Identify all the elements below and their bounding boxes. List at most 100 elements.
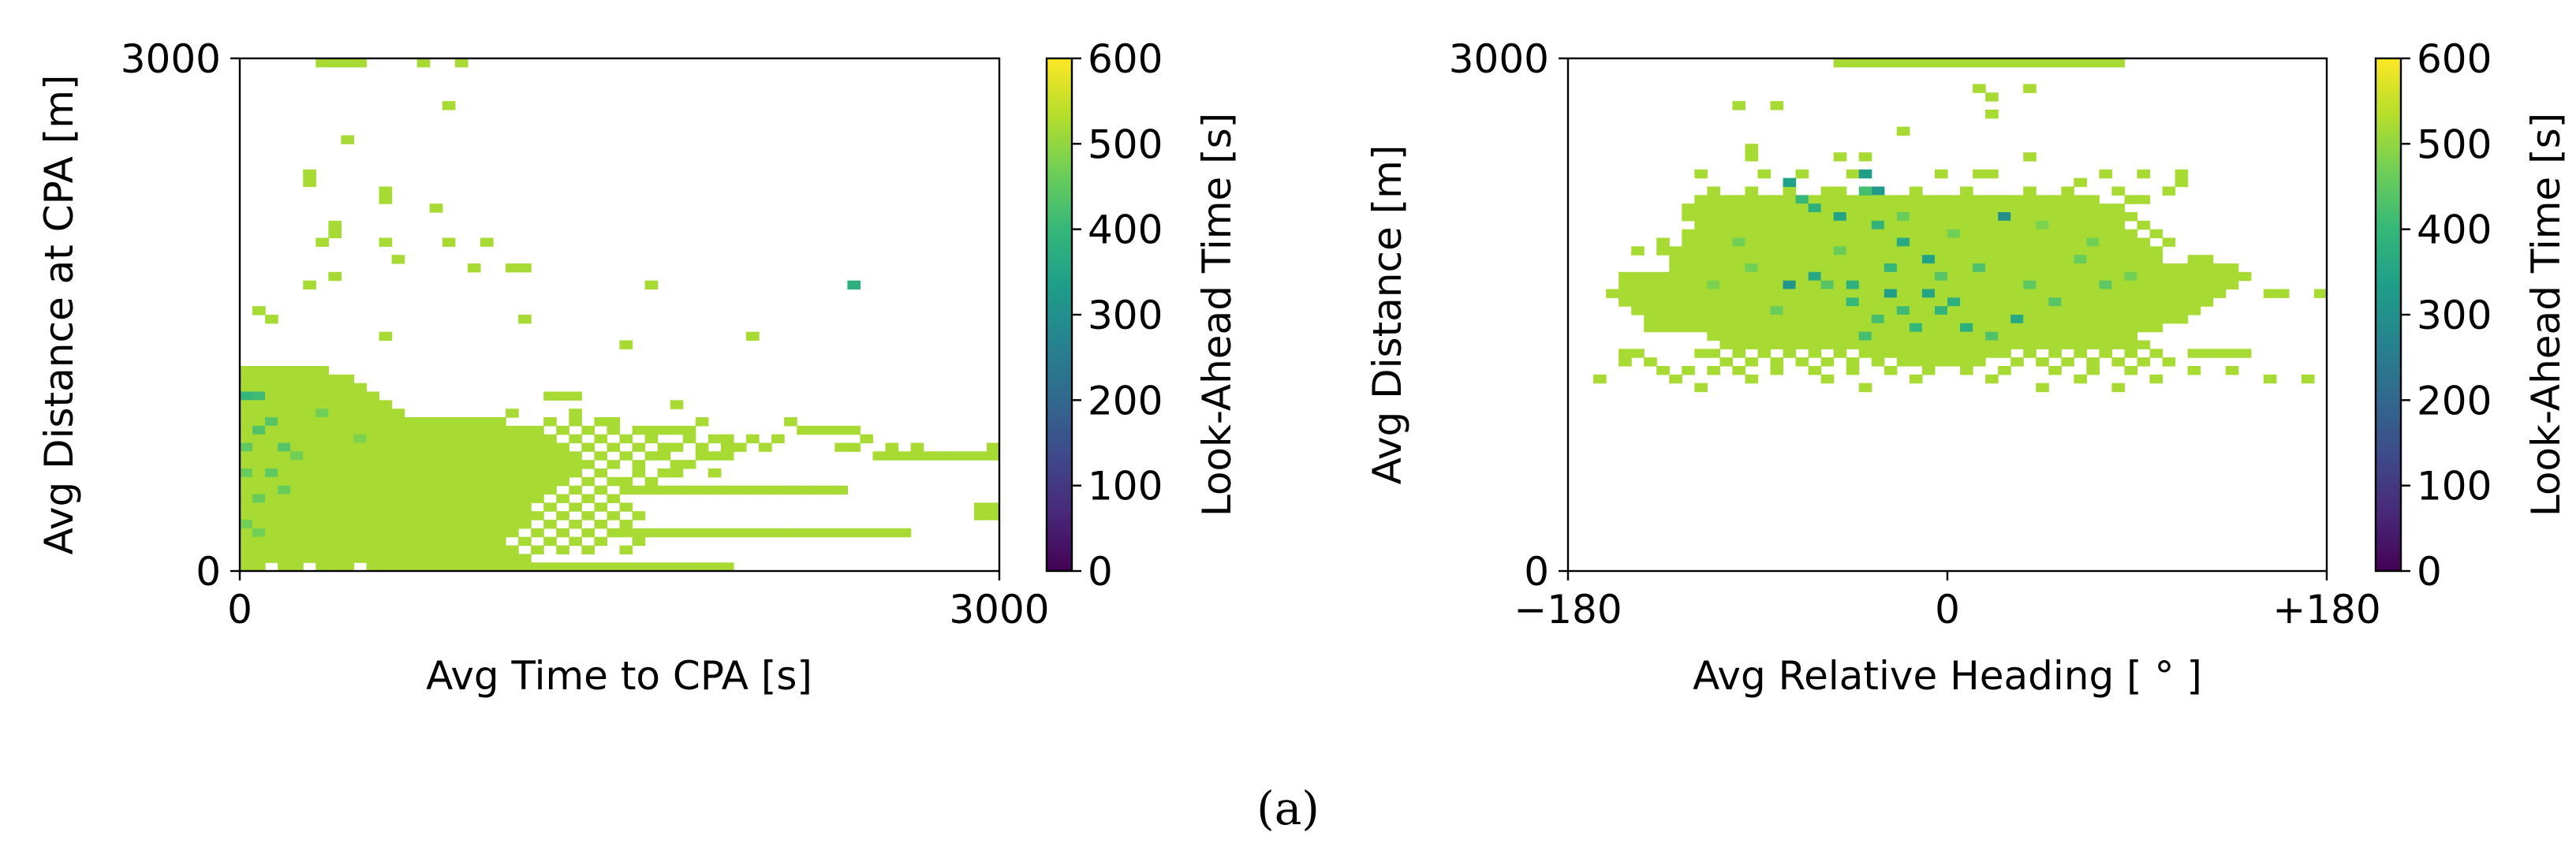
heatmap-cell [1921, 263, 1936, 273]
heatmap-cell [366, 442, 380, 452]
heatmap-cell [2175, 271, 2189, 282]
heatmap-cell [1858, 255, 1872, 264]
heatmap-cell [290, 442, 304, 452]
heatmap-cell [1820, 229, 1835, 239]
heatmap-cell [315, 476, 329, 487]
heatmap-cell [1833, 237, 1847, 247]
heatmap-cell [1745, 357, 1759, 367]
heatmap-cell [506, 520, 519, 529]
heatmap-cell [303, 485, 316, 495]
heatmap-cell [1833, 229, 1847, 239]
heatmap-cell [1871, 255, 1885, 264]
heatmap-cell [1694, 263, 1708, 273]
heatmap-cell [1820, 306, 1835, 315]
heatmap-cell [379, 545, 393, 554]
heatmap-cell [670, 425, 684, 435]
heatmap-cell [1682, 366, 1695, 375]
heatmap-cell [594, 562, 608, 572]
heatmap-cell [1858, 229, 1872, 239]
heatmap-cell [391, 476, 405, 487]
heatmap-cell [2086, 315, 2100, 324]
heatmap-cell [1921, 246, 1936, 256]
heatmap-cell [556, 442, 569, 452]
heatmap-cell [1973, 331, 1986, 342]
heatmap-cell [265, 545, 278, 554]
heatmap-cell [404, 545, 418, 554]
heatmap-cell [341, 528, 355, 538]
heatmap-cell [556, 545, 569, 554]
heatmap-cell [543, 460, 557, 469]
heatmap-cell [2086, 195, 2100, 204]
heatmap-cell [379, 409, 393, 418]
heatmap-cell [1770, 340, 1784, 349]
heatmap-cell [1795, 315, 1809, 324]
heatmap-cell [1694, 349, 1708, 358]
heatmap-cell [379, 451, 393, 461]
heatmap-cell [518, 425, 532, 435]
heatmap-cell [1960, 289, 1973, 298]
heatmap-cell [1921, 323, 1936, 333]
heatmap-cell [1757, 340, 1771, 349]
heatmap-cell [2225, 280, 2239, 290]
heatmap-cell [1770, 280, 1784, 290]
heatmap-cell [759, 442, 772, 452]
heatmap-cell [1934, 255, 1948, 264]
heatmap-cell [1985, 263, 1999, 273]
heatmap-cell [1783, 306, 1797, 315]
heatmap-cell [885, 528, 899, 538]
heatmap-cell [2111, 315, 2126, 324]
heatmap-cell [379, 434, 393, 444]
heatmap-cell [1858, 212, 1872, 222]
heatmap-cell [2048, 203, 2062, 213]
heatmap-cell [1719, 297, 1734, 307]
heatmap-cell [1896, 263, 1910, 273]
heatmap-cell [2175, 263, 2189, 273]
heatmap-cell [2023, 195, 2037, 204]
heatmap-cell [531, 511, 544, 521]
heatmap-cell [581, 562, 595, 572]
heatmap-cell [493, 520, 506, 529]
heatmap-cell [1960, 229, 1973, 239]
heatmap-cell [480, 511, 494, 521]
heatmap-cell [2074, 280, 2087, 290]
heatmap-cell [1846, 323, 1860, 333]
right-heatmap-panel: −180 0 +180 0 3000 Avg Relative Heading … [1365, 36, 2569, 699]
heatmap-cell [1783, 229, 1797, 239]
heatmap-cell [290, 485, 304, 495]
colorbar-tick-label: 300 [2417, 293, 2492, 338]
heatmap-cell [480, 536, 494, 547]
heatmap-cell [2111, 212, 2126, 222]
heatmap-cell [682, 460, 696, 469]
heatmap-cell [1909, 289, 1923, 298]
heatmap-cell [2149, 289, 2163, 298]
heatmap-cell [1973, 229, 1986, 239]
heatmap-cell [1998, 331, 2011, 342]
heatmap-cell [1707, 263, 1720, 273]
heatmap-cell [454, 528, 469, 538]
heatmap-cell [442, 434, 456, 444]
heatmap-cell [1808, 366, 1822, 375]
heatmap-cell [1833, 349, 1847, 358]
heatmap-cell [1757, 306, 1771, 315]
heatmap-cell [1745, 195, 1759, 204]
heatmap-cell [328, 451, 342, 461]
heatmap-cell [1921, 212, 1936, 222]
heatmap-cell [2010, 315, 2024, 324]
heatmap-cell [1998, 349, 2011, 358]
heatmap-cell [315, 58, 329, 68]
heatmap-cell [2149, 315, 2163, 324]
heatmap-cell [1707, 306, 1720, 315]
heatmap-cell [290, 434, 304, 444]
heatmap-cell [366, 536, 380, 547]
heatmap-cell [607, 442, 621, 452]
heatmap-cell [265, 425, 278, 435]
heatmap-cell [594, 417, 608, 427]
colorbar-tick-label: 0 [1088, 549, 1113, 595]
heatmap-cell [493, 442, 506, 452]
heatmap-cell [1973, 280, 1986, 290]
heatmap-cell [240, 554, 253, 563]
heatmap-cell [2086, 255, 2100, 264]
heatmap-cell [2137, 357, 2151, 367]
heatmap-cell [366, 417, 380, 427]
heatmap-cell [695, 442, 709, 452]
